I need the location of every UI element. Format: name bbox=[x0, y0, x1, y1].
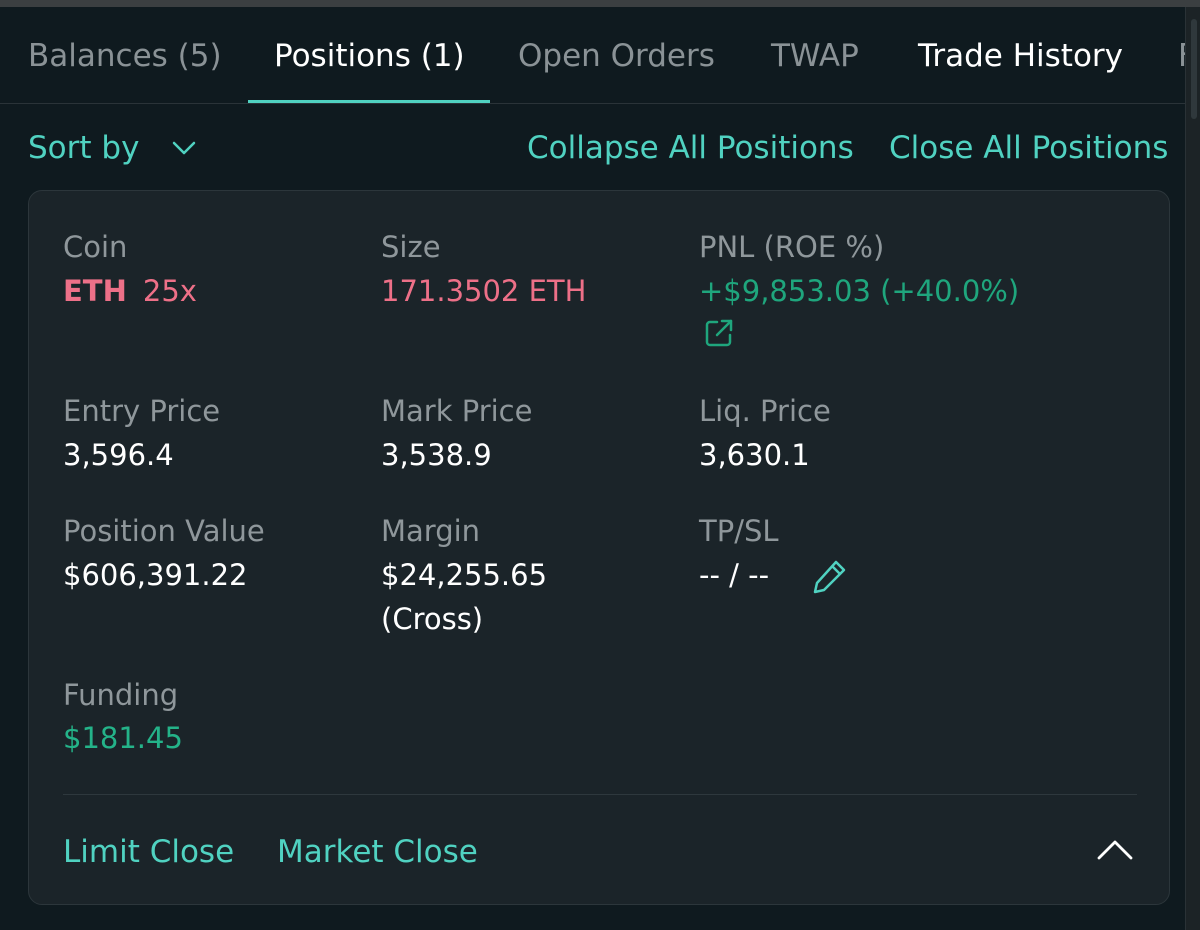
tab-open-orders[interactable]: Open Orders bbox=[518, 38, 715, 74]
margin-label: Margin bbox=[381, 514, 481, 548]
tpsl-value: -- / -- bbox=[699, 558, 770, 592]
limit-close-button[interactable]: Limit Close bbox=[63, 834, 235, 870]
size-value: 171.3502 ETH bbox=[381, 274, 587, 308]
sort-by-label: Sort by bbox=[28, 130, 140, 166]
tab-positions[interactable]: Positions (1) bbox=[274, 38, 465, 74]
position-card: Coin ETH 25x Size 171.3502 ETH PNL (ROE %… bbox=[28, 190, 1170, 905]
tab-balances[interactable]: Balances (5) bbox=[28, 38, 222, 74]
card-divider bbox=[63, 794, 1137, 795]
pnl-label: PNL (ROE %) bbox=[699, 230, 885, 264]
entry-price-value: 3,596.4 bbox=[63, 438, 174, 472]
mark-price-label: Mark Price bbox=[381, 394, 533, 428]
position-value-value: $606,391.22 bbox=[63, 558, 248, 592]
market-close-button[interactable]: Market Close bbox=[277, 834, 478, 870]
collapse-all-positions-button[interactable]: Collapse All Positions bbox=[527, 130, 854, 166]
margin-value: $24,255.65 bbox=[381, 558, 548, 592]
active-tab-indicator bbox=[248, 100, 490, 103]
size-label: Size bbox=[381, 230, 441, 264]
tab-trade-history[interactable]: Trade History bbox=[918, 38, 1124, 74]
sort-by-dropdown[interactable]: Sort by bbox=[28, 128, 197, 168]
chevron-down-icon bbox=[173, 141, 196, 155]
tab-bar: Balances (5) Positions (1) Open Orders T… bbox=[0, 7, 1196, 104]
liq-price-label: Liq. Price bbox=[699, 394, 831, 428]
external-link-icon[interactable] bbox=[703, 317, 735, 349]
scrollbar-thumb[interactable] bbox=[1191, 19, 1197, 119]
funding-label: Funding bbox=[63, 678, 179, 712]
close-all-positions-button[interactable]: Close All Positions bbox=[889, 130, 1169, 166]
margin-mode: (Cross) bbox=[381, 602, 484, 636]
funding-value: $181.45 bbox=[63, 721, 183, 755]
liq-price-value: 3,630.1 bbox=[699, 438, 810, 472]
leverage-badge: 25x bbox=[142, 274, 197, 308]
chevron-up-icon[interactable] bbox=[1095, 837, 1135, 863]
tpsl-label: TP/SL bbox=[699, 514, 779, 548]
pencil-icon[interactable] bbox=[811, 557, 849, 595]
scrollbar[interactable] bbox=[1185, 7, 1200, 930]
coin-label: Coin bbox=[63, 230, 128, 264]
tab-twap[interactable]: TWAP bbox=[771, 38, 859, 74]
position-value-label: Position Value bbox=[63, 514, 265, 548]
pnl-value: +$9,853.03 (+40.0%) bbox=[699, 274, 1020, 308]
mark-price-value: 3,538.9 bbox=[381, 438, 492, 472]
entry-price-label: Entry Price bbox=[63, 394, 221, 428]
coin-symbol[interactable]: ETH bbox=[63, 274, 127, 308]
window-top-edge bbox=[0, 0, 1200, 7]
coin-value: ETH 25x bbox=[63, 273, 197, 309]
